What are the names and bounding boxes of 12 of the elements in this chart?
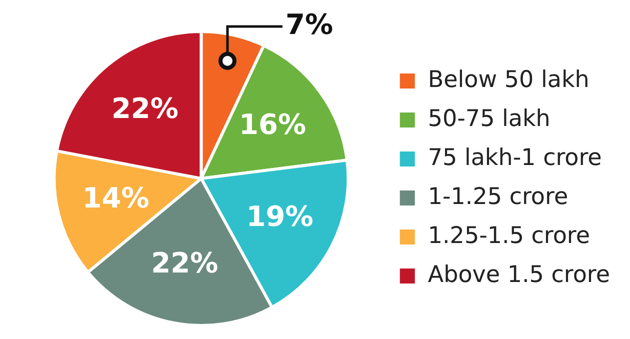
data-label: 16% bbox=[239, 108, 306, 141]
legend-label: Below 50 lakh bbox=[428, 66, 590, 93]
data-label: 22% bbox=[111, 92, 178, 125]
legend-label: 1.25-1.5 crore bbox=[428, 222, 590, 249]
legend-label: 75 lakh-1 crore bbox=[428, 144, 602, 171]
data-label: 7% bbox=[285, 8, 334, 41]
legend-label: Above 1.5 crore bbox=[428, 262, 610, 288]
data-label: 22% bbox=[151, 246, 218, 280]
data-label: 14% bbox=[82, 182, 150, 215]
legend-label: 50-75 lakh bbox=[428, 106, 550, 132]
legend-label: 1-1.25 crore bbox=[428, 184, 568, 210]
data-label: 19% bbox=[246, 200, 314, 233]
